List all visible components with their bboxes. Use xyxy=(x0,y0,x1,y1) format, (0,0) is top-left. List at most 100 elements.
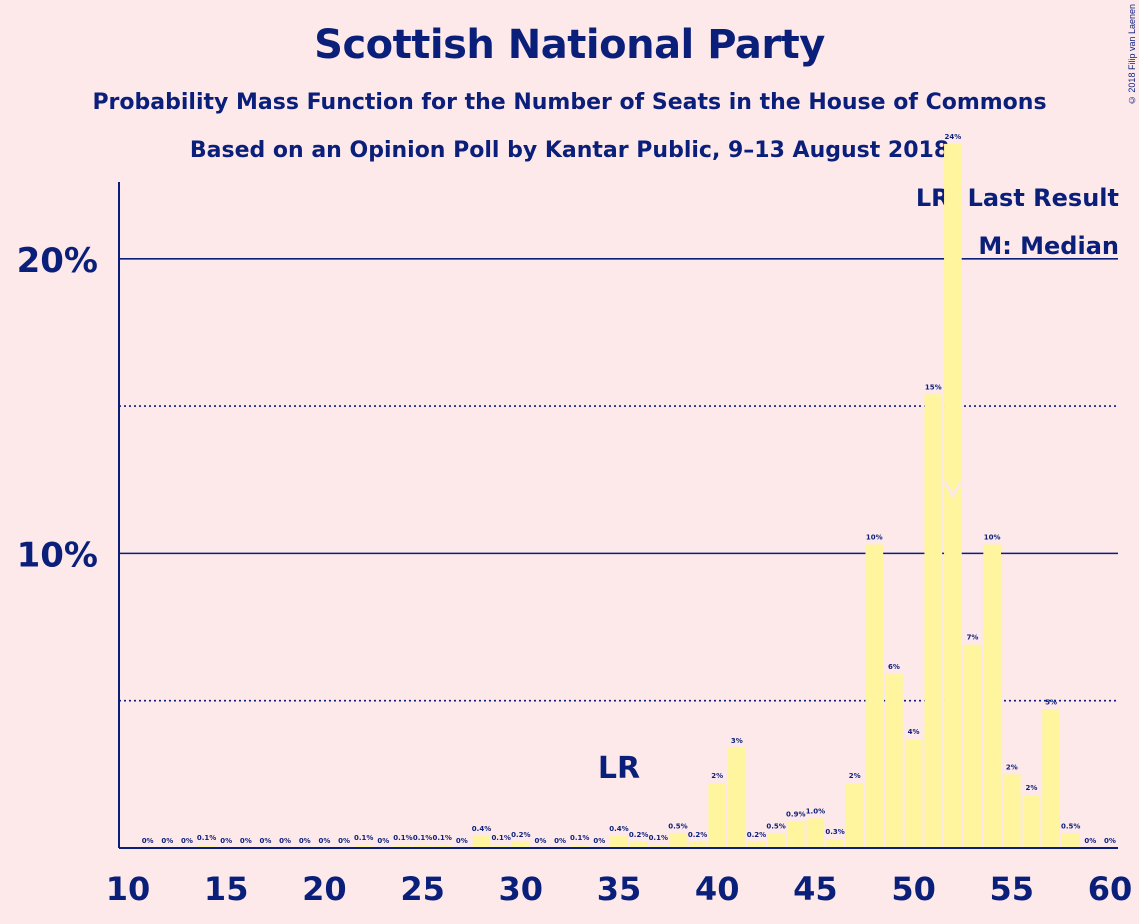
x-tick-label: 10 xyxy=(106,870,151,908)
bar-value-label: 0% xyxy=(554,837,566,845)
x-tick-label: 55 xyxy=(990,870,1035,908)
bar-value-label: 0.2% xyxy=(629,831,648,839)
bar-value-label: 0.1% xyxy=(649,834,668,842)
bar-value-label: 0% xyxy=(534,837,546,845)
chart-source: Based on an Opinion Poll by Kantar Publi… xyxy=(189,138,950,163)
bar-seat-38 xyxy=(669,833,687,848)
bar-seat-45 xyxy=(806,818,825,848)
bar-seat-29 xyxy=(492,845,510,848)
bar-value-label: 2% xyxy=(849,772,861,780)
bar-value-label: 2% xyxy=(711,772,723,780)
bar-value-label: 0.9% xyxy=(786,810,805,818)
bar-seat-33 xyxy=(570,845,589,848)
bar-value-label: 0.1% xyxy=(413,834,432,842)
bar-value-label: 0% xyxy=(456,837,468,845)
bar-seat-57 xyxy=(1042,709,1060,848)
bar-value-label: 0.5% xyxy=(1061,822,1080,830)
bar-value-label: 0% xyxy=(338,837,350,845)
bar-value-label: 1.0% xyxy=(806,808,825,816)
x-tick-label: 60 xyxy=(1088,870,1133,908)
x-tick-label: 45 xyxy=(793,870,838,908)
bar-value-label: 15% xyxy=(925,383,942,391)
bar-value-label: 0.4% xyxy=(609,825,628,833)
bar-value-label: 0% xyxy=(318,837,330,845)
bar-value-label: 0% xyxy=(593,837,605,845)
bar-value-label: 7% xyxy=(967,634,979,642)
bar-seat-28 xyxy=(472,836,491,848)
bar-seat-44 xyxy=(786,821,805,848)
bar-value-label: 0% xyxy=(240,837,252,845)
legend-median: M: Median xyxy=(978,232,1119,260)
bar-value-label: 0% xyxy=(260,837,272,845)
bar-value-label: 0% xyxy=(1104,837,1116,845)
bar-value-label: 0% xyxy=(377,837,389,845)
bar-value-label: 10% xyxy=(866,534,883,542)
bar-value-label: 0.1% xyxy=(433,834,452,842)
bar-value-label: 0.2% xyxy=(688,831,707,839)
bar-seat-35 xyxy=(610,836,628,848)
bar-seat-14 xyxy=(197,845,216,848)
bar-value-label: 0.1% xyxy=(570,834,589,842)
bar-value-label: 2% xyxy=(1006,763,1018,771)
bar-seat-49 xyxy=(885,674,903,848)
bar-value-label: 0% xyxy=(142,837,154,845)
bar-value-label: 4% xyxy=(908,728,920,736)
bar-seat-47 xyxy=(845,783,864,848)
bar-value-label: 5% xyxy=(1045,699,1057,707)
bar-value-label: 6% xyxy=(888,663,900,671)
bar-value-label: 0% xyxy=(299,837,311,845)
bar-seat-25 xyxy=(413,845,432,848)
bar-value-label: 0.1% xyxy=(354,834,373,842)
bar-value-label: 0.1% xyxy=(491,834,510,842)
x-tick-label: 40 xyxy=(695,870,740,908)
bar-seat-54 xyxy=(983,544,1001,848)
x-tick-label: 30 xyxy=(499,870,544,908)
bar-seat-41 xyxy=(728,747,746,848)
y-tick-label: 10% xyxy=(17,535,98,575)
bar-value-label: 0% xyxy=(181,837,193,845)
bar-seat-55 xyxy=(1002,774,1021,848)
bar-value-label: 0% xyxy=(1084,837,1096,845)
bar-value-label: 0% xyxy=(161,837,173,845)
x-tick-label: 35 xyxy=(597,870,642,908)
bar-seat-42 xyxy=(747,842,766,848)
bar-value-label: 0.1% xyxy=(197,834,216,842)
bar-seat-26 xyxy=(433,845,452,848)
bar-seat-36 xyxy=(629,842,648,848)
median-marker xyxy=(943,481,963,499)
x-tick-label: 50 xyxy=(891,870,936,908)
bar-value-label: 0.4% xyxy=(472,825,491,833)
bar-seat-39 xyxy=(688,842,707,848)
bar-seat-37 xyxy=(649,845,668,848)
chart-title: Scottish National Party xyxy=(314,22,825,68)
last-result-marker: LR xyxy=(598,751,640,786)
bar-seat-58 xyxy=(1061,833,1080,848)
bar-value-label: 10% xyxy=(984,534,1001,542)
bar-value-label: 0% xyxy=(279,837,291,845)
bar-value-label: 0.2% xyxy=(511,831,530,839)
bar-seat-50 xyxy=(904,738,923,848)
bar-seat-22 xyxy=(354,845,373,848)
bar-value-label: 0% xyxy=(220,837,232,845)
chart-subtitle: Probability Mass Function for the Number… xyxy=(92,90,1047,115)
bar-seat-48 xyxy=(865,544,884,848)
bar-value-label: 0.1% xyxy=(393,834,412,842)
bar-value-label: 0.5% xyxy=(766,822,785,830)
x-tick-label: 25 xyxy=(400,870,445,908)
bar-seat-46 xyxy=(826,839,844,848)
bar-seat-30 xyxy=(511,842,530,848)
bar-seat-56 xyxy=(1022,794,1041,848)
bar-value-label: 0.5% xyxy=(668,822,687,830)
bar-value-label: 3% xyxy=(731,737,743,745)
x-tick-label: 15 xyxy=(204,870,249,908)
bar-value-label: 2% xyxy=(1025,784,1037,792)
bar-value-label: 0.2% xyxy=(747,831,766,839)
bar-seat-43 xyxy=(767,833,785,848)
bar-seat-40 xyxy=(708,783,727,848)
bar-value-label: 24% xyxy=(944,133,961,141)
bar-seat-24 xyxy=(394,845,412,848)
y-tick-label: 20% xyxy=(17,241,98,281)
x-tick-label: 20 xyxy=(302,870,347,908)
bar-seat-53 xyxy=(963,644,982,848)
